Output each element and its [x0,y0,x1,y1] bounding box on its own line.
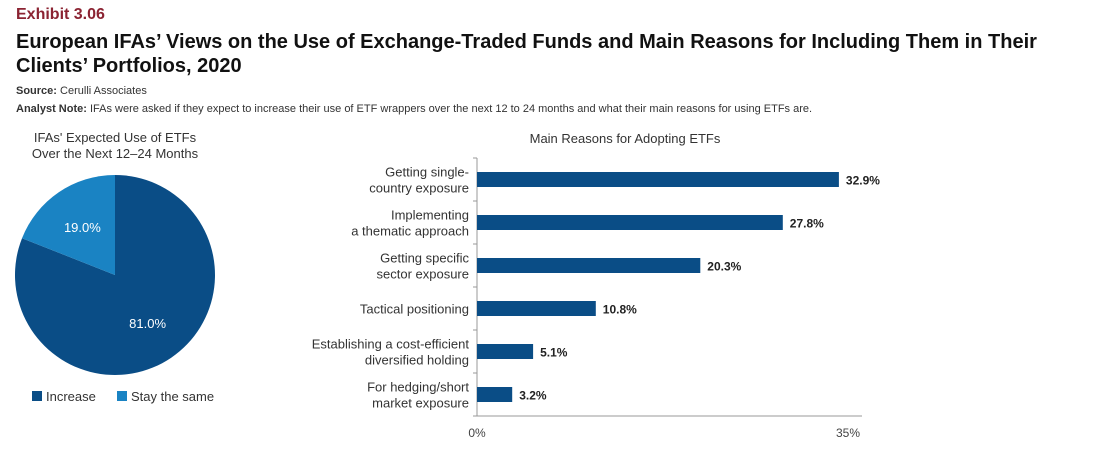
category-label: country exposure [369,181,469,196]
bar [477,387,513,402]
category-label: market exposure [372,396,469,411]
pie-slice-label: 81.0% [129,316,166,331]
bar-value-label: 3.2% [519,389,547,403]
note-label: Analyst Note: [16,103,87,115]
pie-slice-label: 19.0% [64,220,101,235]
legend-swatch-0 [32,391,42,401]
bar-value-label: 20.3% [707,260,741,274]
pie-title: IFAs' Expected Use of ETFs Over the Next… [0,130,230,162]
category-label: Getting single- [385,165,469,180]
analyst-note: Analyst Note: IFAs were asked if they ex… [16,103,812,115]
bar-value-label: 10.8% [603,303,637,317]
legend-label-1: Stay the same [131,389,214,404]
category-label: For hedging/short [367,380,469,395]
bar [477,344,534,359]
bar-value-label: 32.9% [846,174,880,188]
category-label: Getting specific [380,251,469,266]
category-label: Establishing a cost-efficient [312,337,470,352]
bar [477,215,783,230]
pie-title-line1: IFAs' Expected Use of ETFs [33,130,197,145]
exhibit-number: Exhibit 3.06 [16,6,105,23]
pie-slice-increase [14,175,215,375]
chart-title: European IFAs’ Views on the Use of Excha… [16,31,1037,77]
x-tick-label: 35% [836,426,860,440]
legend-swatch-1 [117,391,127,401]
source-label: Source: [16,85,57,97]
bar [477,258,701,273]
category-label: a thematic approach [351,224,469,239]
bar-value-label: 27.8% [790,217,824,231]
bar [477,172,839,187]
category-label: sector exposure [377,267,470,282]
x-tick-label: 0% [468,426,486,440]
bar-value-label: 5.1% [540,346,568,360]
category-label: diversified holding [365,353,469,368]
note-value: IFAs were asked if they expect to increa… [89,103,813,115]
legend-label-0: Increase [46,389,96,404]
category-label: Implementing [391,208,469,223]
source-line: Source: Cerulli Associates [16,85,147,97]
source-value: Cerulli Associates [60,85,147,97]
pie-slice-stay-the-same [22,175,115,275]
bar [477,301,596,316]
bar-chart-title: Main Reasons for Adopting ETFs [529,131,721,146]
pie-title-line2: Over the Next 12–24 Months [31,146,199,161]
category-label: Tactical positioning [360,302,469,317]
